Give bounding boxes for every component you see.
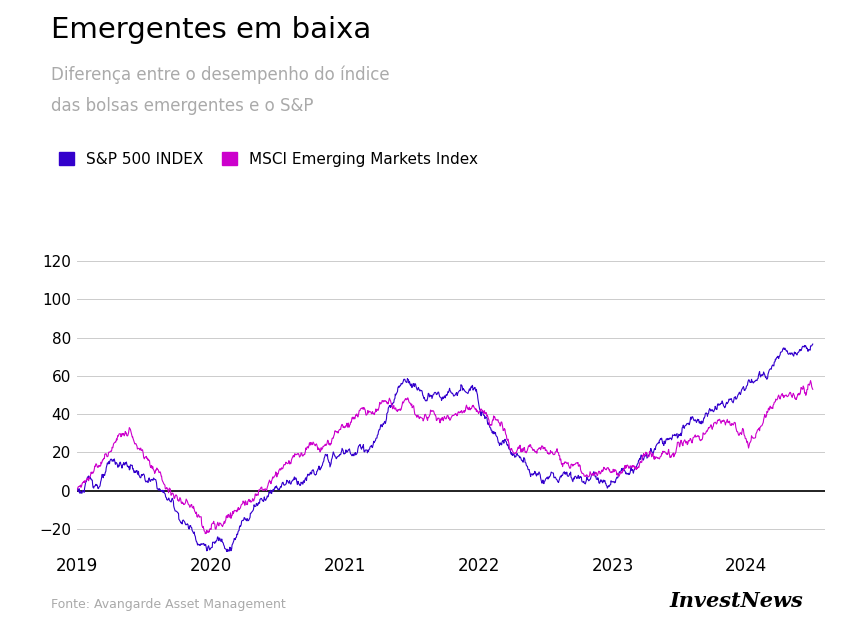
Text: Fonte: Avangarde Asset Management: Fonte: Avangarde Asset Management [51,598,286,611]
Legend: S&P 500 INDEX, MSCI Emerging Markets Index: S&P 500 INDEX, MSCI Emerging Markets Ind… [59,152,479,167]
Text: Emergentes em baixa: Emergentes em baixa [51,16,371,44]
Text: das bolsas emergentes e o S&P: das bolsas emergentes e o S&P [51,97,314,115]
Text: Diferença entre o desempenho do índice: Diferença entre o desempenho do índice [51,66,389,85]
Text: InvestNews: InvestNews [670,591,803,611]
